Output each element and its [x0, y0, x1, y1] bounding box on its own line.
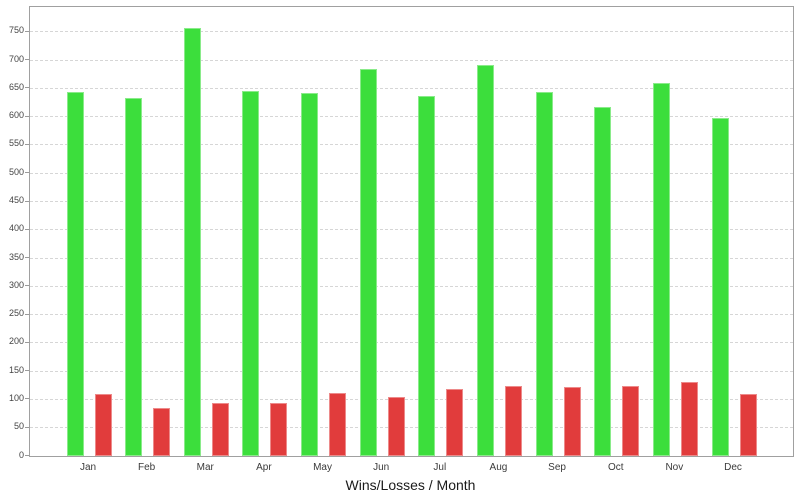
y-tick-mark [25, 228, 29, 230]
bar-losses-nov [680, 381, 698, 456]
x-tick-label-nov: Nov [665, 462, 684, 473]
y-tick-mark [25, 341, 29, 343]
gridline-y-200 [30, 342, 793, 344]
y-tick-label-100: 100 [8, 392, 24, 403]
x-tick-label-sep: Sep [548, 462, 566, 473]
y-tick-label-50: 50 [13, 421, 24, 432]
y-tick-mark [25, 257, 29, 259]
gridline-y-450 [30, 201, 793, 203]
gridline-y-500 [30, 172, 793, 174]
x-tick-label-apr: Apr [256, 462, 272, 473]
bar-wins-may [301, 92, 319, 456]
gridline-y-600 [30, 116, 793, 118]
x-tick-label-aug: Aug [489, 462, 508, 473]
plot-area [29, 6, 794, 457]
y-tick-mark [25, 30, 29, 32]
y-tick-mark [25, 313, 29, 315]
y-tick-label-450: 450 [8, 195, 24, 206]
y-tick-mark [25, 285, 29, 287]
y-tick-label-500: 500 [8, 166, 24, 177]
y-tick-label-250: 250 [8, 308, 24, 319]
x-tick-label-feb: Feb [138, 462, 156, 473]
gridline-y-650 [30, 87, 793, 89]
bar-losses-jun [387, 396, 405, 456]
y-tick-label-200: 200 [8, 336, 24, 347]
bar-wins-mar [183, 27, 201, 456]
y-tick-label-750: 750 [8, 25, 24, 36]
bar-losses-mar [211, 403, 229, 456]
y-tick-mark [25, 172, 29, 174]
x-tick-label-dec: Dec [724, 462, 742, 473]
bar-wins-feb [125, 98, 143, 456]
y-tick-mark [25, 115, 29, 117]
x-tick-label-oct: Oct [607, 462, 624, 473]
y-tick-mark [25, 426, 29, 428]
y-tick-label-550: 550 [8, 138, 24, 149]
bar-wins-dec [711, 117, 729, 456]
gridline-y-550 [30, 144, 793, 146]
gridline-y-700 [30, 59, 793, 61]
y-tick-label-650: 650 [8, 81, 24, 92]
bar-losses-oct [622, 385, 640, 456]
bar-wins-oct [594, 106, 612, 456]
bar-wins-aug [476, 65, 494, 456]
x-tick-label-jan: Jan [79, 462, 97, 473]
y-tick-mark [25, 87, 29, 89]
y-tick-label-700: 700 [8, 53, 24, 64]
bar-wins-nov [652, 83, 670, 456]
gridline-y-400 [30, 229, 793, 231]
bar-losses-may [329, 392, 347, 456]
bar-wins-jul [418, 96, 436, 456]
y-tick-label-350: 350 [8, 251, 24, 262]
y-tick-label-400: 400 [8, 223, 24, 234]
y-tick-mark [25, 200, 29, 202]
y-tick-mark [25, 455, 29, 456]
bar-wins-sep [535, 92, 553, 456]
chart-title: Wins/Losses / Month [345, 477, 476, 493]
x-tick-label-mar: Mar [196, 462, 214, 473]
gridline-y-750 [30, 31, 793, 33]
y-tick-label-300: 300 [8, 279, 24, 290]
y-tick-label-150: 150 [8, 364, 24, 375]
bar-losses-feb [153, 408, 171, 456]
bar-wins-apr [242, 91, 260, 456]
gridline-y-300 [30, 285, 793, 287]
gridline-y-50 [30, 427, 793, 429]
bar-losses-aug [504, 385, 522, 456]
bar-losses-jul [446, 388, 464, 456]
gridline-y-250 [30, 314, 793, 316]
bar-wins-jan [66, 92, 84, 456]
gridline-y-150 [30, 370, 793, 372]
y-tick-mark [25, 59, 29, 61]
bar-losses-jan [94, 393, 112, 456]
gridline-y-100 [30, 398, 793, 400]
gridline-y-350 [30, 257, 793, 259]
y-tick-mark [25, 143, 29, 145]
bar-wins-jun [359, 69, 377, 456]
y-tick-mark [25, 398, 29, 400]
x-tick-label-jun: Jun [373, 462, 390, 473]
y-tick-label-600: 600 [8, 110, 24, 121]
x-tick-label-may: May [313, 462, 332, 473]
bar-losses-dec [739, 394, 757, 456]
y-tick-label-0: 0 [18, 449, 24, 460]
bar-losses-sep [563, 387, 581, 456]
x-tick-label-jul: Jul [433, 462, 447, 473]
bar-losses-apr [270, 402, 288, 456]
y-tick-mark [25, 370, 29, 372]
